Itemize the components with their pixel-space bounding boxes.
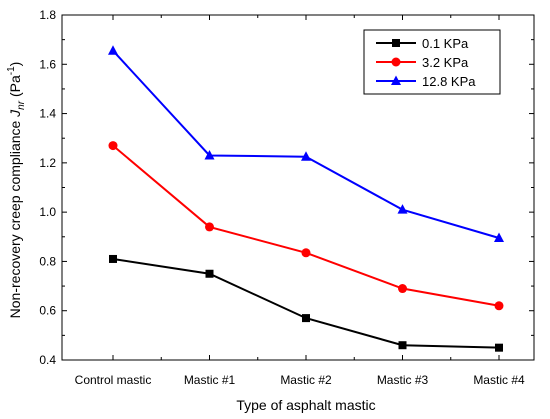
- series-line-0: [112, 257, 500, 349]
- series-line-1: [112, 144, 500, 307]
- y-tick-label: 1.6: [39, 57, 56, 71]
- data-point-series-1: [108, 141, 118, 151]
- legend-label-1: 3.2 KPa: [422, 55, 469, 70]
- x-axis-title: Type of asphalt mastic: [236, 397, 375, 413]
- x-tick-label: Control mastic: [75, 373, 152, 387]
- y-tick-label: 0.8: [39, 254, 56, 268]
- data-point-series-1: [494, 301, 504, 311]
- data-point-series-2: [494, 232, 504, 243]
- data-point-series-0: [302, 314, 310, 323]
- data-point-series-0: [205, 269, 214, 278]
- legend-label-0: 0.1 KPa: [422, 36, 469, 51]
- data-point-series-2: [108, 45, 118, 55]
- y-tick-label: 1.2: [39, 156, 56, 170]
- y-tick-label: 1.4: [39, 107, 56, 121]
- data-point-series-0: [398, 341, 407, 350]
- x-tick-label: Mastic #4: [473, 373, 525, 387]
- y-axis-title-unit-close: ): [7, 62, 23, 67]
- data-point-series-0: [495, 343, 503, 352]
- y-tick-label: 1.8: [39, 8, 56, 22]
- y-axis-title-subscript: nr: [16, 100, 27, 110]
- y-tick-label: 1.0: [39, 205, 56, 219]
- legend-marker-1: [391, 57, 401, 67]
- data-point-series-2: [204, 149, 215, 160]
- y-axis-title-exponent: -1: [6, 66, 17, 75]
- y-axis-title-prefix: Non-recovery creep compliance: [7, 117, 23, 319]
- x-tick-label: Mastic #3: [377, 373, 429, 387]
- x-tick-label: Mastic #2: [280, 373, 332, 387]
- legend-marker-0: [392, 39, 400, 47]
- y-tick-label: 0.6: [39, 304, 56, 318]
- y-tick-label: 0.4: [39, 353, 56, 367]
- data-point-series-2: [301, 151, 311, 161]
- data-point-series-1: [398, 284, 407, 294]
- legend-marker-2: [391, 75, 401, 85]
- y-axis-title-unit: (Pa: [7, 75, 23, 101]
- plot-area: 0.4 0.6 0.8 1.0 1.2 1.4 1.6 1.8 Control mastic Ma…: [39, 8, 535, 387]
- y-axis-title: Non-recovery creep compliance Jnr (Pa-1): [6, 62, 27, 319]
- data-point-series-0: [109, 254, 117, 263]
- legend-label-2: 12.8 KPa: [422, 74, 476, 89]
- data-point-series-1: [301, 248, 311, 258]
- data-point-series-2: [397, 204, 408, 214]
- data-point-series-1: [205, 222, 214, 232]
- x-tick-label: Mastic #1: [184, 373, 236, 387]
- y-axis-title-symbol: J: [7, 109, 23, 118]
